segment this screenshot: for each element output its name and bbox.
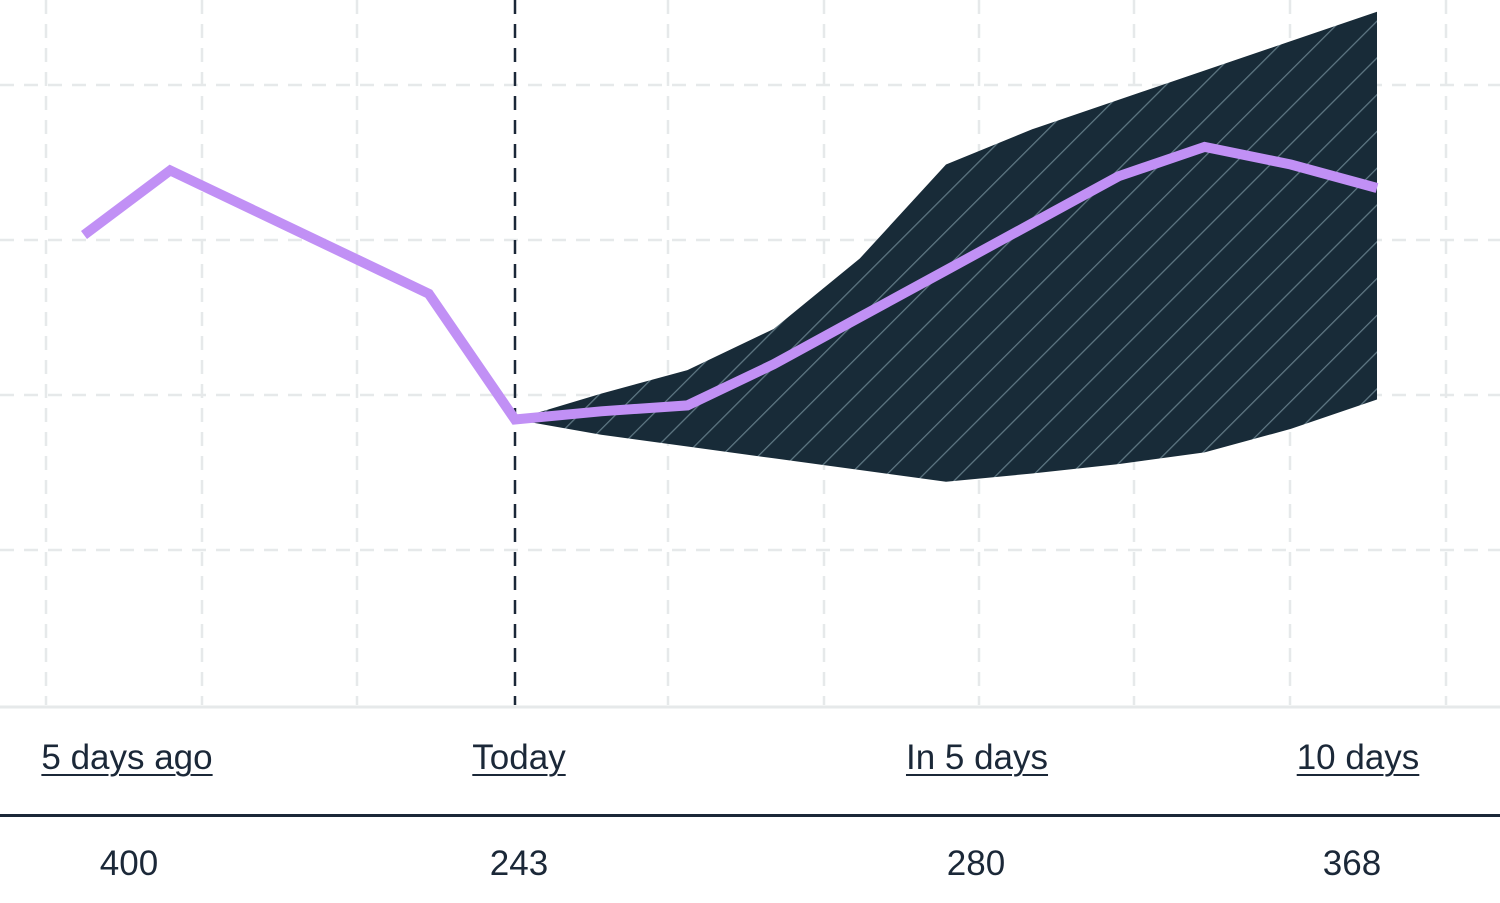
- label-in-5-days[interactable]: In 5 days: [905, 738, 1049, 777]
- label-5-days-ago[interactable]: 5 days ago: [41, 738, 213, 777]
- forecast-chart: [0, 0, 1500, 709]
- series-line: [81, 141, 1379, 425]
- forecast-band: [515, 11, 1377, 482]
- table-divider: [0, 814, 1500, 817]
- value-5-days-ago: 400: [99, 844, 159, 883]
- forecast-band-layer: [515, 11, 1377, 482]
- value-10-days: 368: [1322, 844, 1382, 883]
- value-today: 243: [489, 844, 549, 883]
- series-line-layer: [81, 141, 1379, 425]
- label-today[interactable]: Today: [472, 738, 566, 777]
- label-10-days[interactable]: 10 days: [1296, 738, 1420, 777]
- value-in-5-days: 280: [946, 844, 1006, 883]
